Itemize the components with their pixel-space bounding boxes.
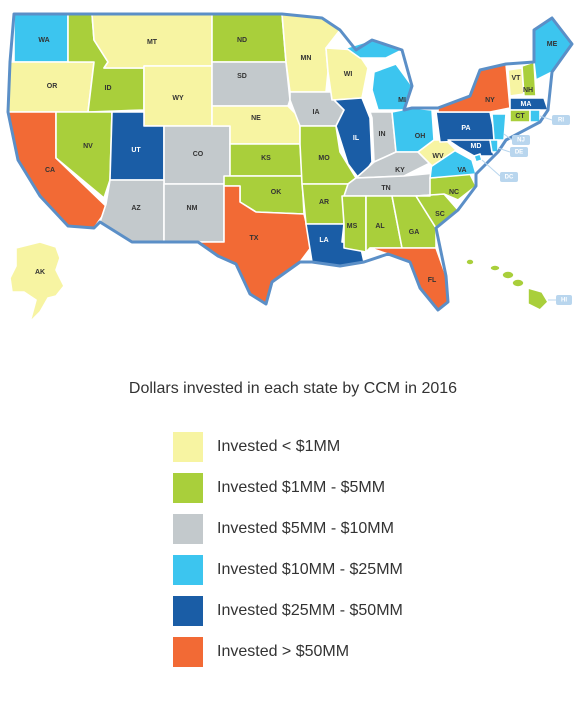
legend-label: Invested $25MM - $50MM [217, 602, 403, 619]
state-HI [465, 258, 549, 311]
state-label-WV: WV [432, 153, 444, 160]
state-label-OH: OH [415, 133, 426, 140]
state-WV [417, 139, 457, 167]
map-outline [6, 12, 574, 312]
legend-item: Invested $25MM - $50MM [173, 596, 473, 626]
state-label-ID: ID [105, 85, 112, 92]
state-ND [211, 13, 287, 63]
state-label-MI: MI [398, 97, 406, 104]
state-label-WY: WY [172, 95, 184, 102]
state-VT [507, 67, 525, 97]
state-label-CO: CO [193, 151, 204, 158]
legend-label: Invested $1MM - $5MM [217, 479, 386, 496]
state-label-IA: IA [313, 109, 320, 116]
state-label-ME: ME [547, 41, 558, 48]
state-label-NJ: NJ [517, 138, 525, 144]
state-GA [391, 195, 437, 249]
state-label-IL: IL [353, 135, 360, 142]
state-label-NV: NV [83, 143, 93, 150]
state-label-RI: RI [558, 118, 564, 124]
state-label-TX: TX [250, 235, 259, 242]
state-label-FL: FL [428, 277, 437, 284]
state-label-PA: PA [461, 125, 470, 132]
state-SD [211, 61, 291, 107]
state-DE [489, 139, 499, 153]
state-label-VA: VA [457, 167, 466, 174]
state-label-SC: SC [435, 211, 445, 218]
tag-DC: DC [481, 159, 518, 182]
legend-swatch [173, 555, 203, 585]
state-MD [447, 139, 495, 157]
legend-swatch [173, 637, 203, 667]
state-label-HI: HI [561, 298, 567, 304]
state-label-VT: VT [512, 75, 522, 82]
state-label-AK: AK [35, 269, 45, 276]
legend-swatch [173, 596, 203, 626]
state-label-KY: KY [395, 167, 405, 174]
state-label-UT: UT [131, 147, 141, 154]
state-NM [163, 183, 225, 243]
legend-item: Invested $10MM - $25MM [173, 555, 473, 585]
tag-NJ: NJ [503, 133, 530, 145]
state-label-MD: MD [471, 143, 482, 150]
state-label-AR: AR [319, 199, 329, 206]
state-RI [529, 109, 541, 123]
state-label-CA: CA [45, 167, 55, 174]
state-label-NE: NE [251, 115, 261, 122]
state-label-AZ: AZ [131, 205, 141, 212]
state-label-AL: AL [375, 223, 385, 230]
state-label-ND: ND [237, 37, 247, 44]
state-label-NY: NY [485, 97, 495, 104]
state-label-WA: WA [38, 37, 49, 44]
state-label-GA: GA [409, 229, 420, 236]
state-label-LA: LA [319, 237, 328, 244]
state-label-MN: MN [301, 55, 312, 62]
legend-item: Invested $1MM - $5MM [173, 473, 473, 503]
tag-HI: HI [548, 295, 572, 305]
legend-swatch [173, 514, 203, 544]
us-map: AK [6, 12, 574, 323]
state-NJ [491, 113, 507, 141]
state-label-WI: WI [344, 71, 353, 78]
state-NC [415, 173, 477, 201]
state-label-IN: IN [379, 131, 386, 138]
state-label-SD: SD [237, 73, 247, 80]
state-DC [473, 153, 483, 163]
state-label-DE: DE [515, 150, 523, 156]
state-label-DC: DC [505, 175, 514, 181]
legend-label: Invested $10MM - $25MM [217, 561, 403, 578]
state-label-NC: NC [449, 189, 459, 196]
state-label-NH: NH [523, 87, 533, 94]
map-caption: Dollars invested in each state by CCM in… [128, 380, 458, 397]
state-label-MO: MO [318, 155, 330, 162]
state-label-CT: CT [515, 113, 525, 120]
state-label-NM: NM [187, 205, 198, 212]
legend-item: Invested < $1MM [173, 432, 473, 462]
legend-item: Invested > $50MM [173, 637, 473, 667]
state-label-TN: TN [381, 185, 390, 192]
legend-swatch [173, 432, 203, 462]
state-label-OR: OR [47, 83, 58, 90]
legend-label: Invested < $1MM [217, 438, 341, 455]
state-MS [341, 195, 367, 253]
legend: Invested < $1MM Invested $1MM - $5MM Inv… [173, 432, 473, 678]
state-label-OK: OK [271, 189, 282, 196]
legend-swatch [173, 473, 203, 503]
state-label-MT: MT [147, 39, 158, 46]
state-NV [55, 111, 113, 199]
legend-item: Invested $5MM - $10MM [173, 514, 473, 544]
state-AK [9, 241, 65, 323]
tag-RI: RI [539, 115, 570, 125]
state-label-KS: KS [261, 155, 271, 162]
state-label-MA: MA [521, 101, 532, 108]
tag-DE: DE [497, 147, 528, 157]
legend-label: Invested $5MM - $10MM [217, 520, 394, 537]
state-label-MS: MS [347, 223, 358, 230]
legend-label: Invested > $50MM [217, 643, 350, 660]
